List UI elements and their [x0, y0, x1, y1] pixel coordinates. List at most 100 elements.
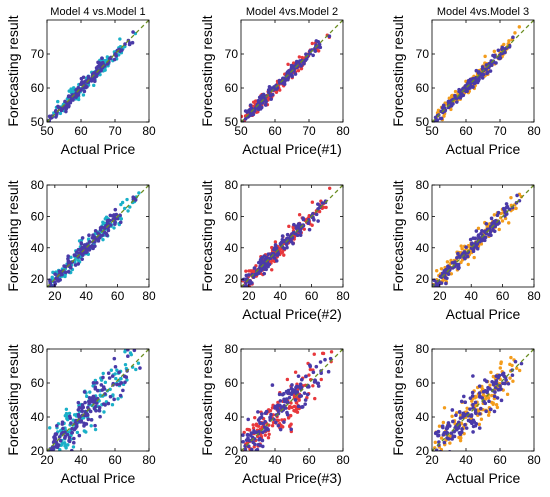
compare-point [434, 471, 437, 474]
x-tick-label: 80 [142, 289, 156, 303]
model4-point [476, 234, 481, 238]
model4-point [287, 395, 292, 400]
compare-point [509, 355, 513, 360]
model4-point [277, 78, 282, 83]
compare-point [75, 430, 80, 435]
compare-point [85, 394, 89, 399]
model4-point [67, 435, 72, 440]
x-tick-label: 60 [268, 124, 282, 138]
compare-point [487, 410, 491, 414]
model4-point [497, 373, 502, 378]
compare-point [266, 436, 271, 440]
model4-point [307, 227, 312, 232]
model4-point [296, 374, 301, 378]
model4-point [93, 79, 97, 83]
compare-point [310, 41, 315, 46]
model4-point [275, 404, 280, 409]
compare-point [128, 205, 132, 209]
compare-point [54, 453, 57, 456]
model4-point [294, 59, 299, 64]
compare-point [514, 206, 518, 211]
x-axis-label: Actual Price(#3) [242, 470, 342, 486]
axes-frame [240, 184, 344, 288]
model4-point [118, 220, 123, 225]
model4-point [70, 427, 74, 431]
model4-point [314, 212, 319, 217]
model4-point [511, 35, 515, 40]
model4-point [280, 234, 285, 238]
compare-point [296, 397, 301, 401]
axes-frame [431, 19, 535, 123]
model4-point [263, 428, 267, 433]
model4-point [118, 213, 122, 218]
compare-point [59, 443, 64, 447]
y-tick-label: 20 [225, 272, 239, 286]
y-tick-label: 70 [416, 47, 430, 61]
model4-point [505, 204, 510, 209]
model4-point [487, 232, 491, 237]
model4-point [463, 400, 468, 405]
model4-point [284, 397, 289, 401]
compare-point [89, 424, 93, 428]
scatter-panel-3: 50 60 70 80 50 60 70 Model 4vs.Model 3 Actual Pr… [390, 6, 541, 157]
compare-point [92, 83, 96, 88]
model4-point [112, 397, 116, 402]
model4-point [493, 390, 497, 394]
model4-point [77, 433, 82, 438]
diagonal-line [241, 185, 343, 287]
model4-point [458, 416, 463, 420]
compare-point [81, 93, 86, 97]
model4-point [93, 75, 98, 79]
model4-point [262, 425, 267, 429]
compare-point [491, 402, 495, 406]
model4-point [450, 408, 455, 412]
compare-point [441, 457, 444, 460]
compare-point [324, 205, 328, 210]
compare-point [136, 361, 141, 365]
compare-point [294, 407, 299, 411]
compare-point [435, 269, 439, 273]
model4-point [57, 435, 62, 439]
y-tick-label: 60 [31, 209, 45, 223]
model4-point [54, 115, 58, 119]
model4-point [456, 251, 460, 256]
model4-point [316, 202, 320, 206]
compare-point [116, 397, 120, 401]
axes-frame [240, 348, 344, 452]
model4-point [488, 69, 493, 73]
panel-title: Model 4vs.Model 3 [437, 6, 529, 18]
model4-point [289, 427, 293, 432]
x-tick-label: 60 [108, 453, 122, 467]
compare-point [439, 267, 444, 271]
model4-point [64, 109, 68, 114]
model4-point [266, 264, 270, 269]
model4-point [483, 388, 488, 393]
compare-point [490, 393, 494, 398]
model4-point [274, 259, 279, 263]
model4-point [260, 412, 264, 416]
compare-point [56, 99, 60, 104]
compare-point [115, 368, 119, 372]
model4-point [486, 385, 490, 390]
model4-point [449, 431, 454, 435]
compare-point [253, 99, 258, 103]
y-tick-label: 80 [31, 178, 45, 192]
model4-point [470, 421, 474, 426]
model4-point [259, 105, 264, 110]
model4-point [76, 400, 81, 405]
model4-point [292, 230, 296, 235]
compare-point [119, 377, 123, 381]
y-tick-label: 60 [31, 376, 45, 390]
model4-point [114, 212, 119, 217]
model4-point [495, 222, 500, 226]
model4-point [476, 78, 481, 83]
compare-point [278, 247, 282, 252]
model4-point [506, 381, 511, 386]
model4-point [53, 280, 57, 285]
x-axis-label: Actual Price(#2) [242, 306, 342, 322]
model4-point [244, 438, 249, 442]
compare-point [517, 25, 522, 29]
x-tick-label: 20 [425, 453, 439, 467]
compare-point [476, 226, 481, 231]
